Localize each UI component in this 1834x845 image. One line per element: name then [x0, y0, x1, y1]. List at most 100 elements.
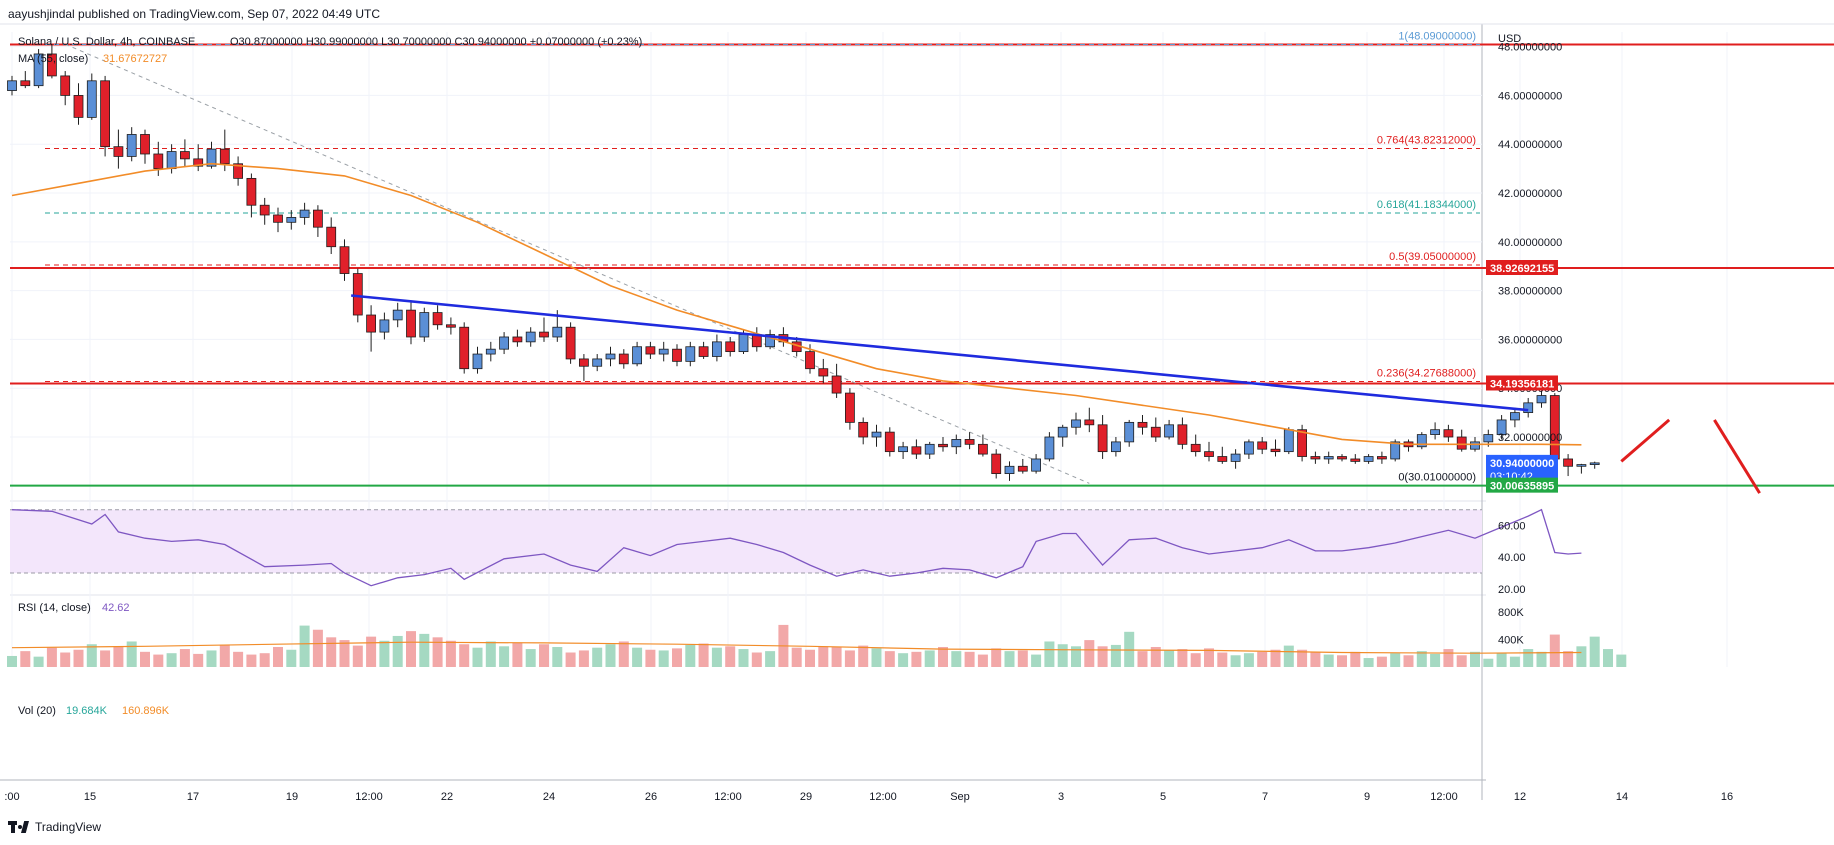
candle-body	[552, 326, 563, 338]
volume-bar	[352, 645, 363, 667]
volume-bar	[166, 653, 177, 667]
candle-body	[193, 158, 204, 167]
volume-bar	[33, 656, 44, 667]
volume-bar	[179, 649, 190, 667]
candle-body	[379, 319, 390, 333]
projection-arrow-line	[1713, 419, 1761, 494]
volume-bar	[1536, 651, 1547, 667]
volume-bar	[672, 648, 682, 667]
volume-bar	[765, 651, 776, 667]
candle-body	[978, 443, 988, 455]
time-tick-label: 12:00	[1430, 791, 1458, 803]
volume-bar	[898, 653, 909, 667]
candle-body	[632, 346, 642, 365]
candle-body	[1204, 451, 1214, 457]
volume-bar	[1084, 640, 1095, 667]
candle-body	[1230, 453, 1241, 462]
candle-body	[1150, 426, 1161, 438]
time-tick-label: 17	[187, 791, 199, 803]
ma-label: MA (55, close)	[18, 53, 88, 65]
volume-bar	[924, 650, 935, 667]
candle-body	[1017, 465, 1028, 472]
candle-body	[672, 348, 682, 362]
volume-bar	[1616, 654, 1627, 667]
candle-body	[1523, 402, 1534, 414]
time-tick-label: 29	[800, 791, 812, 803]
candle-body	[47, 53, 57, 77]
volume-bar	[1509, 656, 1520, 667]
candle-body	[312, 209, 323, 228]
volume-bar	[592, 647, 603, 667]
volume-bar	[259, 653, 270, 667]
volume-bar	[725, 646, 736, 667]
candle-body	[712, 341, 722, 357]
price-marker	[1486, 260, 1558, 276]
ma-value: 31.67672727	[103, 53, 167, 65]
candle-body	[1297, 429, 1307, 457]
candle-body	[1004, 465, 1015, 475]
candle-body	[1430, 429, 1440, 435]
volume-bar	[1297, 649, 1308, 667]
candle-body	[618, 353, 629, 365]
volume-bar	[1097, 646, 1108, 667]
time-tick-label: 16	[1721, 791, 1733, 803]
volume-bar	[219, 644, 230, 667]
volume-bar	[1496, 653, 1507, 667]
time-tick-label: 12:00	[714, 791, 742, 803]
candle-body	[1563, 458, 1573, 467]
bearish-trend-line	[351, 294, 1529, 412]
volume-bar	[7, 655, 17, 667]
volume-bar	[459, 644, 470, 667]
volume-bar	[286, 649, 297, 667]
volume-bar	[1563, 651, 1574, 667]
candle-body	[871, 431, 882, 438]
candle-body	[592, 358, 603, 367]
candle-body	[1031, 458, 1041, 472]
volume-bar	[1589, 636, 1600, 667]
candle-body	[1124, 421, 1135, 443]
time-tick-label: Sep	[950, 791, 970, 803]
candle-body	[565, 326, 576, 360]
volume-ma-line	[11, 641, 1582, 654]
candle-body	[1350, 458, 1361, 462]
candle-body	[286, 217, 297, 223]
tradingview-branding[interactable]: TradingView	[8, 820, 101, 834]
candle-body	[1164, 424, 1174, 438]
candle-body	[352, 273, 363, 316]
candle-body	[153, 153, 164, 170]
fib-level-label: 0.236(34.27688000)	[1377, 367, 1476, 379]
volume-bar	[1124, 631, 1135, 667]
candle-body	[1337, 456, 1347, 460]
candle-body	[432, 312, 443, 326]
price-tick-label: 40.00000000	[1498, 237, 1562, 249]
volume-bar	[432, 637, 443, 667]
candle-body	[33, 53, 44, 87]
volume-bar	[126, 641, 137, 667]
volume-bar	[977, 654, 988, 667]
volume-bar	[366, 636, 377, 667]
candle-body	[339, 246, 350, 274]
volume-bar	[312, 629, 323, 667]
candle-body	[1111, 441, 1121, 453]
time-tick-label: 24	[543, 791, 555, 803]
candle-body	[459, 326, 470, 370]
volume-bar	[1217, 652, 1228, 667]
time-tick-label: 26	[645, 791, 657, 803]
candle-body	[140, 134, 150, 155]
candle-body	[7, 80, 17, 91]
volume-bar	[419, 633, 430, 667]
candle-body	[1137, 421, 1148, 428]
candle-body	[1177, 424, 1188, 445]
volume-bar	[751, 652, 762, 667]
volume-bar	[685, 644, 696, 667]
volume-bar	[1416, 651, 1427, 667]
fib-level-label: 0(30.01000000)	[1398, 472, 1476, 484]
rsi-tick-label: 60.00	[1498, 521, 1526, 533]
volume-bar	[273, 646, 283, 667]
volume-bar	[991, 648, 1002, 667]
volume-bar	[233, 651, 244, 667]
volume-bar	[658, 650, 669, 667]
volume-bar	[871, 648, 882, 667]
candle-body	[246, 177, 257, 206]
